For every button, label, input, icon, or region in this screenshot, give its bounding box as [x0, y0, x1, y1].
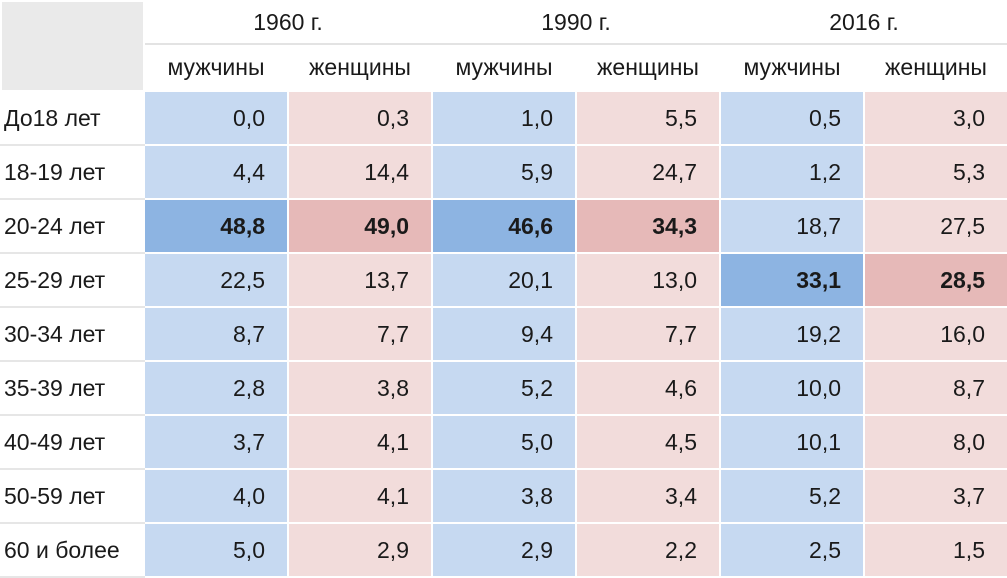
row-label: До18 лет [0, 90, 145, 146]
value-cell-women-highlight: 49,0 [287, 198, 433, 254]
table-row: До18 лет 0,0 0,3 1,0 5,5 0,5 3,0 [0, 90, 1007, 146]
table-row: 35-39 лет 2,8 3,8 5,2 4,6 10,0 8,7 [0, 360, 1007, 416]
row-label: 60 и более [0, 522, 145, 578]
value-cell-men: 10,1 [719, 414, 865, 470]
value-cell-men: 1,2 [719, 144, 865, 200]
value-cell-women: 27,5 [863, 198, 1007, 254]
row-label: 40-49 лет [0, 414, 145, 470]
value-cell-men: 5,0 [431, 414, 577, 470]
value-cell-women: 8,7 [863, 360, 1007, 416]
value-cell-women: 7,7 [287, 306, 433, 362]
row-label: 20-24 лет [0, 198, 145, 254]
row-label: 25-29 лет [0, 252, 145, 308]
value-cell-women: 2,9 [287, 522, 433, 578]
value-cell-men: 5,9 [431, 144, 577, 200]
value-cell-men-highlight: 33,1 [719, 252, 865, 308]
value-cell-women-highlight: 34,3 [575, 198, 721, 254]
table-row: 30-34 лет 8,7 7,7 9,4 7,7 19,2 16,0 [0, 306, 1007, 362]
value-cell-women: 3,4 [575, 468, 721, 524]
table-row: 25-29 лет 22,5 13,7 20,1 13,0 33,1 28,5 [0, 252, 1007, 308]
value-cell-women: 13,0 [575, 252, 721, 308]
table-row: 20-24 лет 48,8 49,0 46,6 34,3 18,7 27,5 [0, 198, 1007, 254]
value-cell-women-highlight: 28,5 [863, 252, 1007, 308]
value-cell-men: 10,0 [719, 360, 865, 416]
value-cell-men: 22,5 [143, 252, 289, 308]
corner-cell [0, 0, 145, 92]
value-cell-women: 3,8 [287, 360, 433, 416]
sex-header-men: мужчины [719, 43, 865, 92]
value-cell-women: 0,3 [287, 90, 433, 146]
row-label: 35-39 лет [0, 360, 145, 416]
row-label: 50-59 лет [0, 468, 145, 524]
value-cell-men: 0,0 [143, 90, 289, 146]
value-cell-men: 1,0 [431, 90, 577, 146]
value-cell-women: 5,5 [575, 90, 721, 146]
value-cell-women: 3,7 [863, 468, 1007, 524]
value-cell-men: 5,2 [431, 360, 577, 416]
value-cell-men: 19,2 [719, 306, 865, 362]
value-cell-women: 24,7 [575, 144, 721, 200]
sex-header-men: мужчины [143, 43, 289, 92]
value-cell-women: 2,2 [575, 522, 721, 578]
value-cell-men: 2,9 [431, 522, 577, 578]
value-cell-men: 4,0 [143, 468, 289, 524]
value-cell-men: 18,7 [719, 198, 865, 254]
sex-header-women: женщины [863, 43, 1007, 92]
table-row: 50-59 лет 4,0 4,1 3,8 3,4 5,2 3,7 [0, 468, 1007, 524]
value-cell-women: 4,1 [287, 468, 433, 524]
table-row: 18-19 лет 4,4 14,4 5,9 24,7 1,2 5,3 [0, 144, 1007, 200]
row-label: 30-34 лет [0, 306, 145, 362]
sex-header-men: мужчины [431, 43, 577, 92]
value-cell-men: 20,1 [431, 252, 577, 308]
table-row: 60 и более 5,0 2,9 2,9 2,2 2,5 1,5 [0, 522, 1007, 578]
sex-header-row: мужчины женщины мужчины женщины мужчины … [1, 43, 1007, 92]
year-header-2016: 2016 г. [719, 0, 1007, 45]
value-cell-women: 14,4 [287, 144, 433, 200]
year-header-1990: 1990 г. [431, 0, 721, 45]
sex-header-women: женщины [287, 43, 433, 92]
row-label: 18-19 лет [0, 144, 145, 200]
value-cell-women: 7,7 [575, 306, 721, 362]
value-cell-women: 13,7 [287, 252, 433, 308]
value-cell-men: 0,5 [719, 90, 865, 146]
table-row: 40-49 лет 3,7 4,1 5,0 4,5 10,1 8,0 [0, 414, 1007, 470]
year-header-row: 1960 г. 1990 г. 2016 г. [0, 0, 1007, 92]
sex-header-women: женщины [575, 43, 721, 92]
value-cell-men-highlight: 46,6 [431, 198, 577, 254]
value-cell-men: 3,8 [431, 468, 577, 524]
value-cell-women: 16,0 [863, 306, 1007, 362]
value-cell-men: 5,0 [143, 522, 289, 578]
value-cell-men: 5,2 [719, 468, 865, 524]
value-cell-men-highlight: 48,8 [143, 198, 289, 254]
value-cell-women: 4,1 [287, 414, 433, 470]
year-header-1960: 1960 г. [143, 0, 433, 45]
value-cell-men: 8,7 [143, 306, 289, 362]
value-cell-men: 9,4 [431, 306, 577, 362]
value-cell-women: 5,3 [863, 144, 1007, 200]
value-cell-women: 8,0 [863, 414, 1007, 470]
value-cell-men: 2,8 [143, 360, 289, 416]
table-body: До18 лет 0,0 0,3 1,0 5,5 0,5 3,0 18-19 лет 4,4 14… [0, 90, 1007, 578]
value-cell-women: 4,6 [575, 360, 721, 416]
value-cell-men: 2,5 [719, 522, 865, 578]
value-cell-men: 3,7 [143, 414, 289, 470]
value-cell-women: 3,0 [863, 90, 1007, 146]
value-cell-men: 4,4 [143, 144, 289, 200]
value-cell-women: 1,5 [863, 522, 1007, 578]
value-cell-women: 4,5 [575, 414, 721, 470]
